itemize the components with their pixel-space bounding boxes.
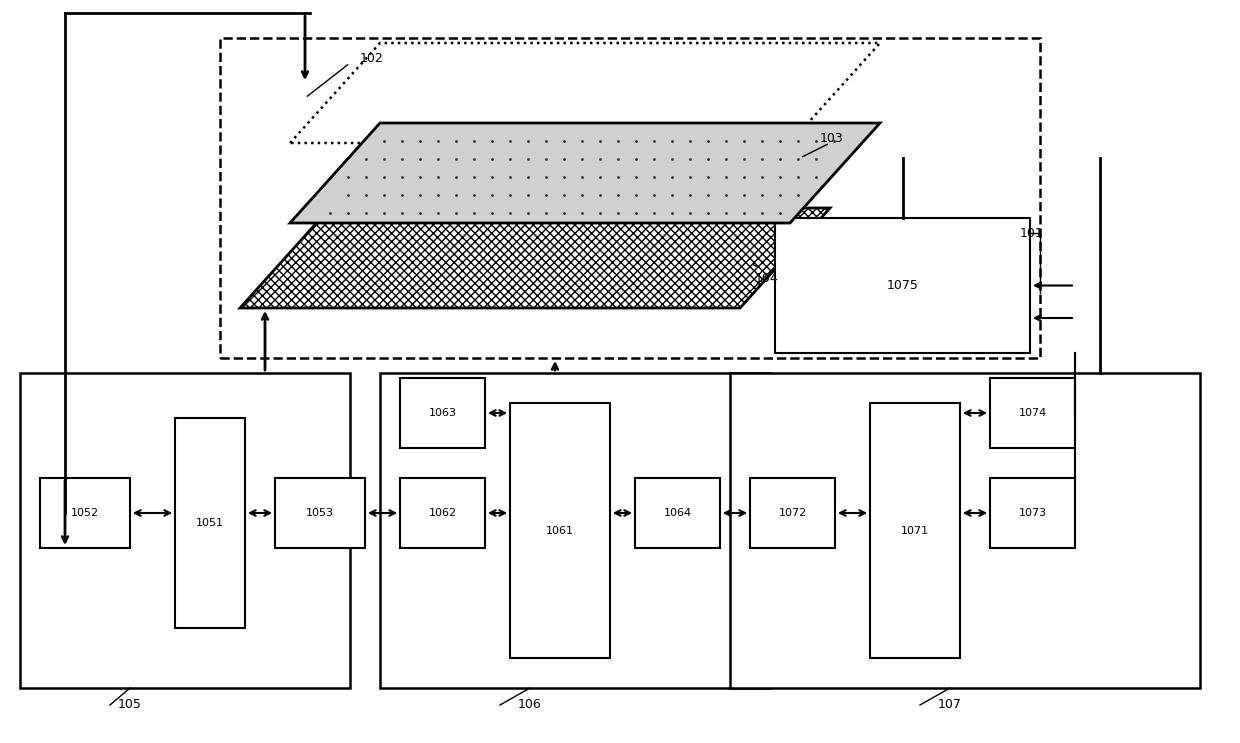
- Text: 1071: 1071: [901, 526, 929, 536]
- Text: 102: 102: [360, 51, 383, 65]
- Bar: [510, 403, 610, 658]
- Bar: [20, 373, 350, 688]
- Text: 101: 101: [1021, 227, 1044, 239]
- Bar: [379, 373, 770, 688]
- Bar: [635, 478, 720, 548]
- Bar: [175, 418, 246, 628]
- Polygon shape: [241, 208, 830, 308]
- Text: 1064: 1064: [663, 508, 692, 518]
- Text: 1051: 1051: [196, 518, 224, 528]
- Bar: [730, 373, 1200, 688]
- Bar: [775, 218, 1030, 353]
- Text: 1072: 1072: [779, 508, 807, 518]
- Text: 105: 105: [118, 698, 141, 712]
- Text: 1063: 1063: [429, 408, 456, 418]
- Text: 103: 103: [820, 132, 843, 144]
- Bar: [401, 378, 485, 448]
- Bar: [401, 478, 485, 548]
- Text: 1073: 1073: [1018, 508, 1047, 518]
- Text: 104: 104: [755, 271, 779, 285]
- Bar: [990, 378, 1075, 448]
- Bar: [750, 478, 835, 548]
- Bar: [219, 38, 1040, 358]
- Text: 1075: 1075: [887, 279, 919, 292]
- Polygon shape: [290, 123, 880, 223]
- Text: 1053: 1053: [306, 508, 334, 518]
- Text: 1052: 1052: [71, 508, 99, 518]
- Text: 1061: 1061: [546, 526, 574, 536]
- Text: 106: 106: [518, 698, 542, 712]
- Text: 107: 107: [939, 698, 962, 712]
- Bar: [870, 403, 960, 658]
- Text: 1074: 1074: [1018, 408, 1047, 418]
- Bar: [990, 478, 1075, 548]
- Bar: [40, 478, 130, 548]
- Bar: [275, 478, 365, 548]
- Text: 1062: 1062: [429, 508, 456, 518]
